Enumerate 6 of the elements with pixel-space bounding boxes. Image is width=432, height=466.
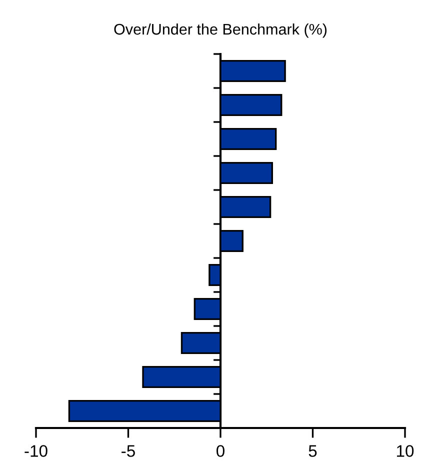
x-tick-label: -5 (122, 445, 135, 457)
chart-title: Over/Under the Benchmark (%) (114, 23, 327, 38)
x-tick-label: 5 (308, 445, 317, 457)
x-tick-label: -10 (24, 445, 48, 457)
x-tick-label: 0 (216, 445, 224, 457)
x-tick-label: 10 (397, 445, 414, 457)
